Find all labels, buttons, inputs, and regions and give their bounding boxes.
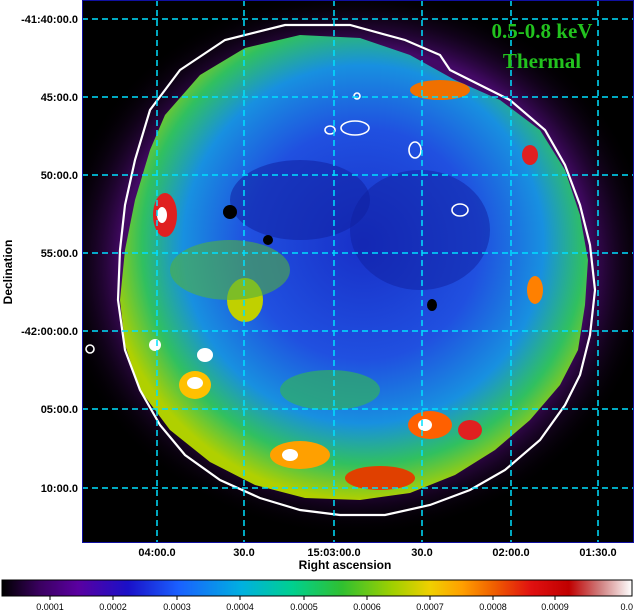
colorbar-tick-label: 0.0004: [226, 602, 254, 612]
remnant-emission: [120, 35, 588, 500]
small-contours: [85, 92, 469, 354]
image-panel: 0.5-0.8 keV Thermal: [82, 0, 634, 543]
y-tick-label: 05:00.0: [41, 404, 78, 416]
y-axis: -41:40:00.0 45:00.0 50:00.0 55:00.0 -42:…: [1, 14, 78, 495]
colorbar-tick-label: 0.0: [620, 602, 633, 612]
colorbar-tick-label: 0.0001: [36, 602, 64, 612]
colorbar-tick-label: 0.0005: [290, 602, 318, 612]
y-tick-label: 45:00.0: [41, 92, 78, 104]
x-tick-label: 30.0: [411, 547, 432, 559]
x-tick-label: 30.0: [233, 547, 254, 559]
colorbar-gradient: [1, 579, 633, 597]
colorbar: 0.0001 0.0002 0.0003 0.0004 0.0005 0.000…: [1, 579, 633, 612]
bright-features: [149, 80, 543, 490]
x-ray-contour: [116, 23, 597, 517]
colorbar-tick-label: 0.0007: [416, 602, 444, 612]
component-label: Thermal: [503, 49, 581, 73]
colorbar-tick-label: 0.0006: [353, 602, 381, 612]
x-tick-label: 02:00.0: [492, 547, 529, 559]
y-axis-title: Declination: [1, 240, 15, 305]
x-tick-label: 15:03:00.0: [307, 547, 360, 559]
x-axis-title: Right ascension: [299, 558, 392, 572]
colorbar-tick-label: 0.0002: [99, 602, 127, 612]
y-tick-label: 10:00.0: [41, 483, 78, 495]
colorbar-tick-label: 0.0008: [479, 602, 507, 612]
y-tick-label: -42:00:00.0: [21, 326, 78, 338]
y-tick-label: 55:00.0: [41, 248, 78, 260]
colorbar-tick-label: 0.0009: [541, 602, 569, 612]
x-axis: 04:00.0 30.0 15:03:00.0 30.0 02:00.0 01:…: [138, 547, 616, 572]
energy-band-label: 0.5-0.8 keV: [492, 19, 593, 43]
y-tick-label: -41:40:00.0: [21, 14, 78, 26]
y-tick-label: 50:00.0: [41, 170, 78, 182]
x-tick-label: 01:30.0: [579, 547, 616, 559]
x-tick-label: 04:00.0: [138, 547, 175, 559]
colorbar-tick-label: 0.0003: [163, 602, 191, 612]
coordinate-grid: [82, 0, 634, 543]
